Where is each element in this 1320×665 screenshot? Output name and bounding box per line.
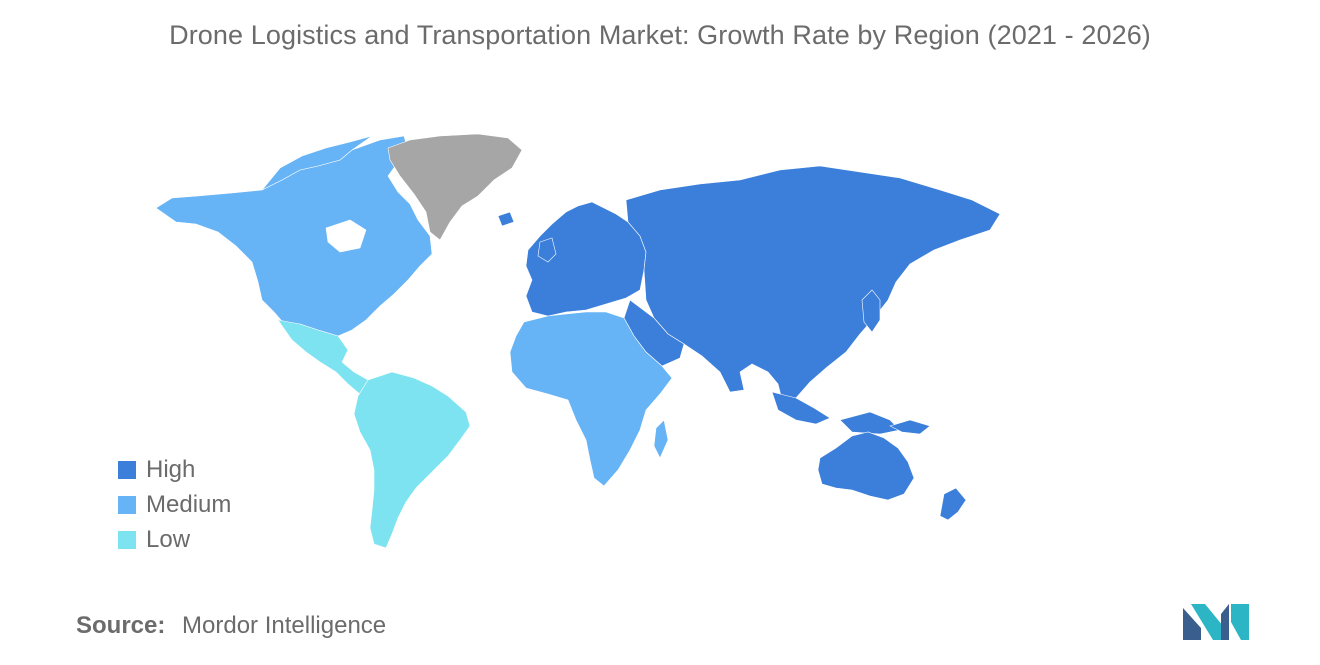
region-greenland	[387, 133, 523, 241]
mordor-intelligence-logo-icon	[1183, 604, 1249, 640]
map-legend: High Medium Low	[118, 452, 231, 557]
legend-item-medium: Medium	[118, 487, 231, 522]
region-oceania	[817, 419, 967, 521]
legend-label-high: High	[146, 455, 196, 483]
logo-left-shape	[1183, 608, 1201, 640]
legend-swatch-low	[118, 530, 136, 549]
legend-label-low: Low	[146, 525, 191, 553]
legend-item-low: Low	[118, 522, 231, 557]
logo-right-light-shape	[1231, 604, 1249, 640]
legend-item-high: High	[118, 452, 231, 487]
chart-title: Drone Logistics and Transportation Marke…	[169, 20, 1151, 50]
legend-swatch-medium	[118, 495, 136, 514]
logo-right-dark-shape	[1221, 604, 1229, 640]
legend-swatch-high	[118, 460, 136, 479]
source-label: Source:	[76, 612, 166, 639]
region-north-america	[155, 135, 433, 337]
source-note: Source: Mordor Intelligence	[76, 612, 386, 640]
region-russia-asia	[625, 165, 1001, 435]
logo-middle-shape	[1191, 604, 1223, 640]
legend-label-medium: Medium	[146, 490, 232, 518]
region-europe	[497, 201, 647, 317]
region-africa	[509, 311, 673, 487]
source-value: Mordor Intelligence	[182, 612, 387, 639]
region-south-america	[353, 371, 471, 549]
